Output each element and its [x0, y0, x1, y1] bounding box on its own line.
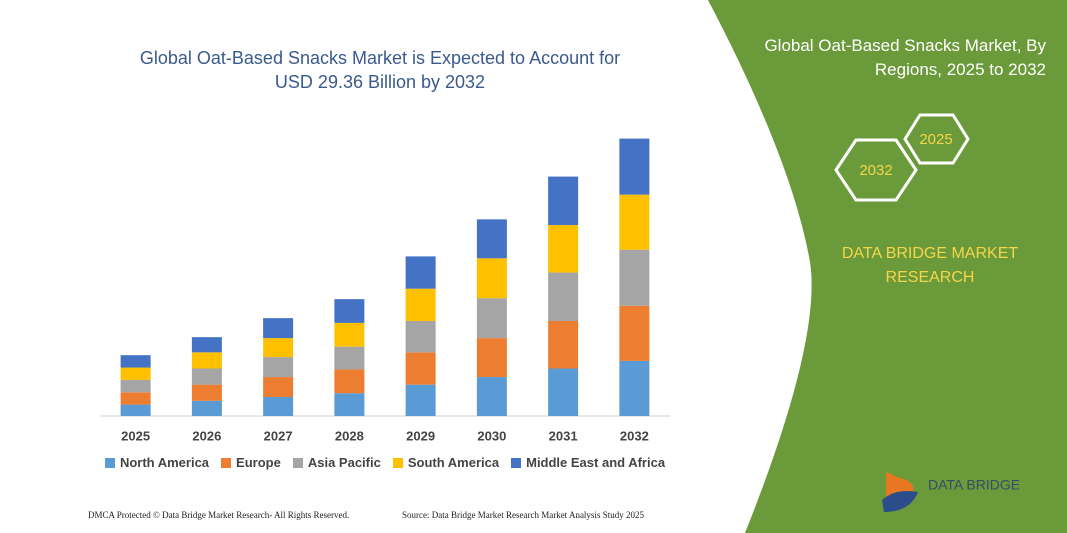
legend-item: Middle East and Africa — [511, 455, 665, 470]
legend-item: South America — [392, 455, 500, 470]
bar-segment — [548, 368, 579, 416]
brand: DATA BRIDGE MARKET RESEARCH — [841, 245, 1019, 286]
bar-segment — [191, 352, 222, 369]
bar-segment — [476, 338, 507, 378]
bar-segment — [120, 367, 151, 380]
bar-segment — [619, 360, 650, 416]
bar-segment — [191, 368, 222, 385]
bar-segment — [548, 176, 579, 226]
legend-swatch — [392, 457, 403, 468]
legend-swatch — [104, 457, 115, 468]
bar-segment — [191, 400, 222, 416]
bar-segment — [476, 219, 507, 259]
hexagon-label: 2032 — [859, 162, 892, 179]
footer-left: DMCA Protected © Data Bridge Market Rese… — [88, 510, 350, 520]
x-tick-label: 2027 — [264, 428, 293, 443]
bar-segment — [334, 346, 365, 370]
hexagon — [834, 138, 918, 202]
green-panel — [708, 0, 1067, 533]
x-tick-label: 2026 — [192, 428, 221, 443]
bar-segment — [263, 357, 294, 378]
legend-item: North America — [104, 455, 210, 470]
bar-segment — [334, 299, 365, 323]
legend-label: South America — [407, 455, 500, 470]
legend-label: Asia Pacific — [307, 455, 381, 470]
footer-right: Source: Data Bridge Market Research Mark… — [402, 510, 644, 520]
bar-segment — [619, 305, 650, 361]
legend-swatch — [221, 457, 232, 468]
bar-segment — [405, 288, 436, 321]
bar-segment — [548, 321, 579, 369]
logo-mark — [882, 491, 918, 512]
bar-segment — [120, 404, 151, 416]
legend-item: Asia Pacific — [292, 455, 381, 470]
hexagon — [903, 113, 970, 165]
bar-segment — [334, 369, 365, 394]
bar-segment — [120, 379, 151, 393]
bar-segment — [334, 393, 365, 416]
x-tick-label: 2031 — [549, 428, 578, 443]
logo-text: DATA BRIDGE — [928, 477, 1020, 493]
plot: 2025 2026 2027 2028 2029 2030 2031 2032 — [120, 138, 650, 443]
legend-swatch — [511, 457, 522, 468]
bar-segment — [405, 256, 436, 289]
hexagon-label: 2025 — [919, 131, 952, 148]
legend-label: Middle East and Africa — [526, 455, 666, 470]
bar-segment — [405, 321, 436, 353]
legend-label: North America — [119, 455, 210, 470]
x-tick-label: 2029 — [406, 428, 435, 443]
x-tick-label: 2032 — [620, 428, 649, 443]
x-tick-label: 2028 — [335, 428, 364, 443]
x-tick-label: 2030 — [477, 428, 506, 443]
bar-segment — [334, 322, 365, 347]
legend: North America Europe Asia Pacific South Ame… — [95, 455, 675, 470]
bar-segment — [476, 258, 507, 299]
bar-segment — [619, 194, 650, 250]
bar-segment — [120, 355, 151, 368]
chart-title: Global Oat-Based Snacks Market is Expect… — [139, 48, 621, 92]
x-tick-label: 2025 — [121, 428, 150, 443]
bar-segment — [263, 397, 294, 416]
bar-segment — [548, 272, 579, 321]
bar-segment — [191, 337, 222, 353]
bar-segment — [405, 384, 436, 416]
bar-segment — [263, 318, 294, 339]
panel-title: Global Oat-Based Snacks Market, By Regio… — [764, 36, 1046, 79]
legend-swatch — [292, 457, 303, 468]
bar-segment — [476, 377, 507, 416]
bar-segment — [120, 392, 151, 405]
legend-item: Europe — [221, 455, 281, 470]
bar-segment — [191, 384, 222, 401]
bar-segment — [263, 338, 294, 358]
bar-segment — [619, 138, 650, 195]
bar-segment — [476, 298, 507, 339]
legend-label: Europe — [236, 455, 281, 470]
bar-segment — [263, 377, 294, 397]
bar-segment — [405, 352, 436, 385]
bar-segment — [548, 225, 579, 273]
bar-segment — [619, 249, 650, 306]
